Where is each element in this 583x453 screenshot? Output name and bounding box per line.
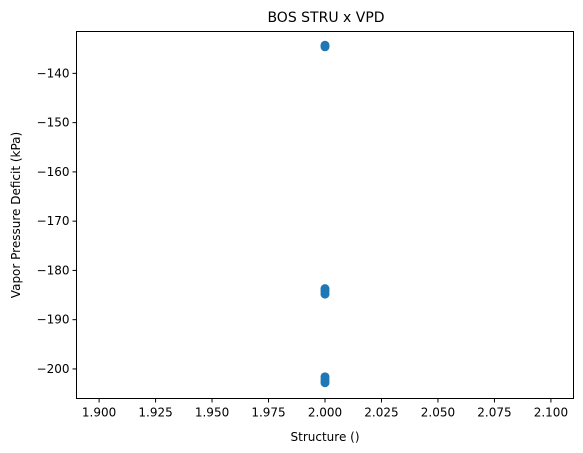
x-axis-label: Structure () (291, 430, 360, 444)
x-tick-label: 1.925 (138, 406, 172, 420)
x-axis: 1.900 1.925 1.950 1.975 2.000 2.025 2.050 2.075… (82, 398, 568, 420)
x-tick-label: 2.075 (477, 406, 511, 420)
data-point (320, 378, 330, 388)
y-tick-label: −180 (37, 263, 70, 277)
plot-area (320, 40, 330, 388)
x-tick-label: 1.975 (251, 406, 285, 420)
y-axis-label: Vapor Pressure Deficit (kPa) (9, 132, 23, 298)
y-tick-label: −140 (37, 66, 70, 80)
x-tick-label: 1.900 (82, 406, 116, 420)
y-tick-label: −160 (37, 165, 70, 179)
data-point (320, 42, 330, 52)
y-tick-label: −150 (37, 116, 70, 130)
x-tick-label: 1.950 (195, 406, 229, 420)
x-tick-label: 2.000 (308, 406, 342, 420)
x-tick-label: 2.100 (534, 406, 568, 420)
axes-frame (76, 31, 574, 399)
y-tick-label: −190 (37, 313, 70, 327)
y-axis: −140 −150 −160 −170 −180 −190 −200 (37, 66, 77, 376)
y-tick-label: −200 (37, 362, 70, 376)
x-tick-label: 2.050 (421, 406, 455, 420)
data-point (320, 289, 330, 299)
y-tick-label: −170 (37, 214, 70, 228)
chart-title: BOS STRU x VPD (267, 10, 384, 26)
x-tick-label: 2.025 (364, 406, 398, 420)
